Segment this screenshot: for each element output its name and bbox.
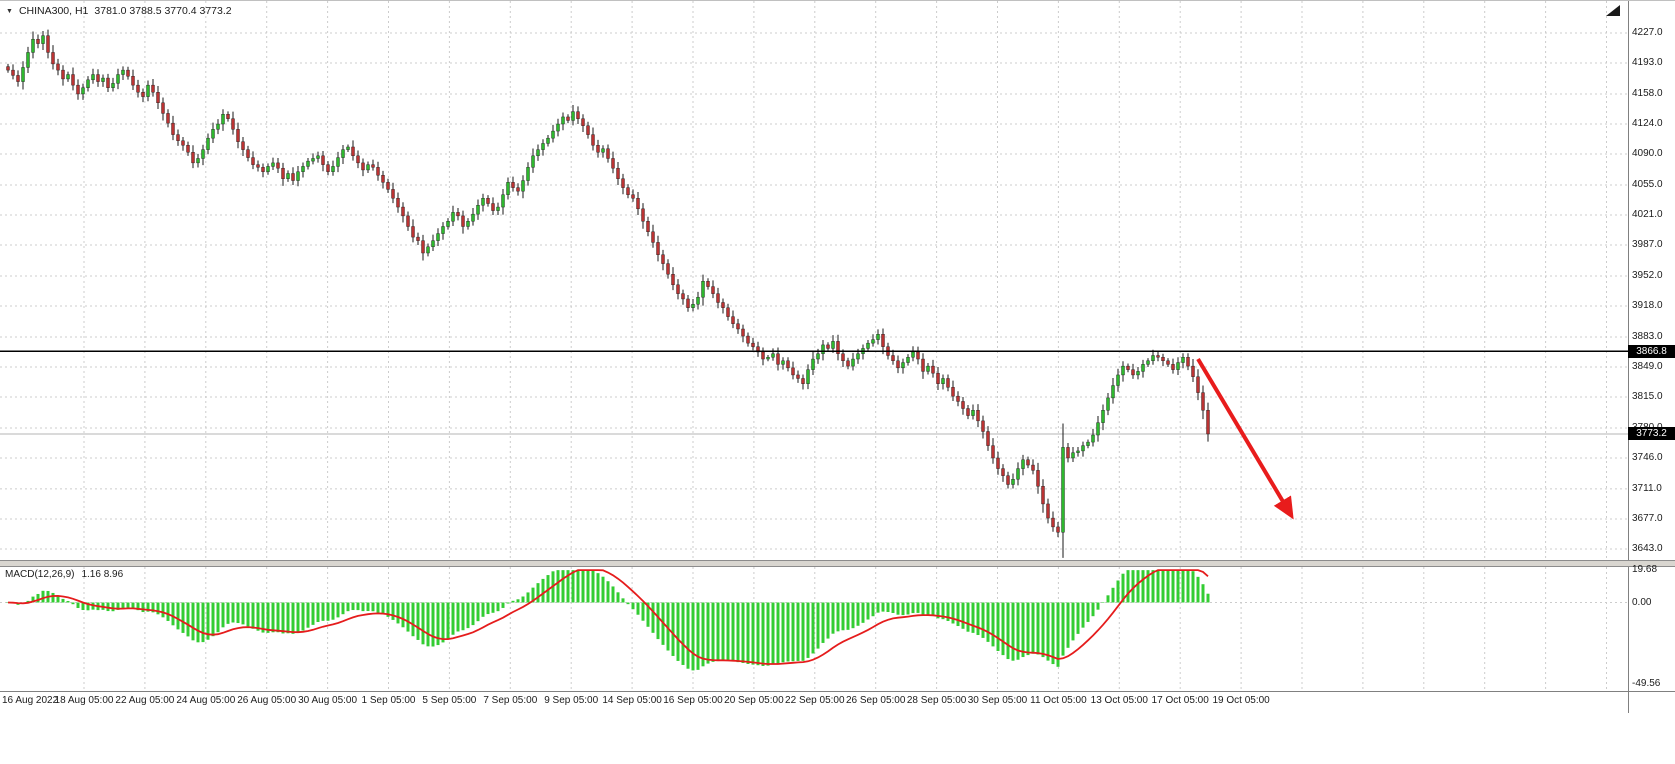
price-tick-label: 3746.0 — [1632, 451, 1663, 463]
time-tick-label: 18 Aug 05:00 — [54, 695, 114, 706]
macd-histogram — [6, 570, 1210, 671]
macd-tick-label: 19.68 — [1632, 564, 1658, 575]
price-tick-label: 4193.0 — [1632, 57, 1663, 69]
macd-signal-line — [7, 569, 1209, 665]
chart-header: ▼ CHINA300, H1 3781.0 3788.5 3770.4 3773… — [6, 5, 232, 17]
time-tick-label: 16 Sep 05:00 — [663, 695, 723, 706]
price-tick-label: 3780.0 — [1632, 422, 1663, 433]
candles — [6, 29, 1210, 558]
price-tick-label: 4227.0 — [1632, 27, 1663, 38]
macd-tick-label: 0.00 — [1632, 596, 1652, 608]
time-tick-label: 9 Sep 05:00 — [544, 695, 599, 706]
hline-price-badge: 3866.8 — [1628, 344, 1675, 358]
price-tick-label: 3918.0 — [1632, 300, 1663, 312]
price-tick-label: 4055.0 — [1632, 178, 1663, 190]
time-tick-label: 19 Oct 05:00 — [1212, 695, 1270, 706]
price-tick-label: 3643.0 — [1632, 543, 1663, 554]
time-tick-label: 16 Aug 2022 — [2, 695, 59, 706]
current-price-badge: 3773.2 — [1628, 427, 1675, 441]
time-tick-label: 22 Sep 05:00 — [785, 695, 845, 706]
time-tick-label: 26 Aug 05:00 — [237, 695, 297, 706]
time-tick-label: 11 Oct 05:00 — [1030, 695, 1087, 706]
macd-values-label: 1.16 8.96 — [81, 569, 124, 580]
price-tick-label: 3849.0 — [1632, 360, 1663, 372]
price-tick-label: 3883.0 — [1632, 330, 1663, 342]
time-tick-label: 28 Sep 05:00 — [906, 695, 967, 706]
price-tick-label: 3987.0 — [1632, 239, 1663, 251]
time-tick-label: 20 Sep 05:00 — [724, 695, 784, 706]
dropdown-arrow-icon[interactable]: ▼ — [6, 7, 13, 15]
macd-name-label: MACD(12,26,9) — [5, 569, 75, 580]
price-tick-label: 4021.0 — [1632, 209, 1663, 220]
price-tick-label: 3677.0 — [1632, 512, 1663, 524]
macd-axis: 19.68 0.00 -49.56 — [1630, 1, 1675, 714]
time-tick-label: 7 Sep 05:00 — [483, 695, 538, 706]
time-tick-label: 1 Sep 05:00 — [361, 695, 416, 706]
time-tick-label: 30 Aug 05:00 — [298, 695, 358, 706]
time-tick-label: 5 Sep 05:00 — [422, 695, 477, 706]
price-tick-label: 4090.0 — [1632, 148, 1663, 160]
panel-splitter[interactable] — [0, 560, 1675, 567]
time-tick-label: 22 Aug 05:00 — [115, 695, 175, 706]
price-tick-label: 4124.0 — [1632, 118, 1663, 129]
macd-indicator-label: MACD(12,26,9) 1.16 8.96 — [5, 569, 123, 580]
price-tick-label: 4158.0 — [1632, 87, 1663, 99]
macd-tick-label: -49.56 — [1632, 678, 1661, 690]
time-tick-label: 30 Sep 05:00 — [967, 695, 1028, 706]
time-tick-label: 24 Aug 05:00 — [176, 695, 236, 706]
grid — [0, 1, 1628, 691]
time-tick-label: 14 Sep 05:00 — [602, 695, 662, 706]
symbol-timeframe-label: CHINA300, H1 — [18, 5, 89, 17]
price-tick-label: 3815.0 — [1632, 391, 1663, 403]
time-tick-label: 13 Oct 05:00 — [1090, 695, 1148, 706]
price-axis[interactable]: 4227.0 4193.0 4158.0 4124.0 4090.0 4055.0 4021… — [1630, 1, 1675, 714]
scroll-anchor-icon[interactable] — [1606, 5, 1620, 16]
time-tick-label: 26 Sep 05:00 — [845, 695, 906, 706]
time-axis[interactable]: 16 Aug 2022 18 Aug 05:00 22 Aug 05:00 24 Au… — [0, 695, 1675, 715]
trend-arrow[interactable] — [1196, 357, 1294, 520]
ohlc-readout: 3781.0 3788.5 3770.4 3773.2 — [94, 5, 232, 17]
price-tick-label: 3711.0 — [1632, 482, 1662, 494]
time-tick-label: 17 Oct 05:00 — [1151, 695, 1209, 706]
price-tick-label: 3952.0 — [1632, 269, 1663, 281]
